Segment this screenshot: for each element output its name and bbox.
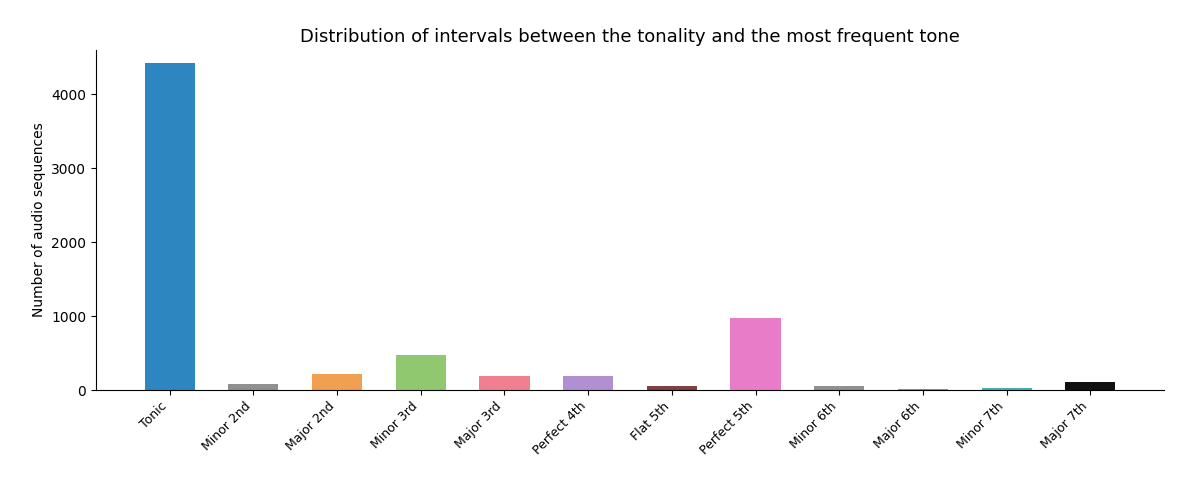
Bar: [731, 318, 781, 390]
Title: Distribution of intervals between the tonality and the most frequent tone: Distribution of intervals between the to…: [300, 28, 960, 46]
Bar: [814, 386, 864, 390]
Bar: [1066, 382, 1116, 390]
Bar: [647, 386, 697, 390]
Bar: [396, 356, 446, 390]
Bar: [312, 374, 362, 390]
Y-axis label: Number of audio sequences: Number of audio sequences: [31, 122, 46, 318]
Bar: [228, 384, 278, 390]
Bar: [479, 376, 529, 390]
Bar: [144, 62, 194, 390]
Bar: [563, 376, 613, 390]
Bar: [982, 388, 1032, 390]
